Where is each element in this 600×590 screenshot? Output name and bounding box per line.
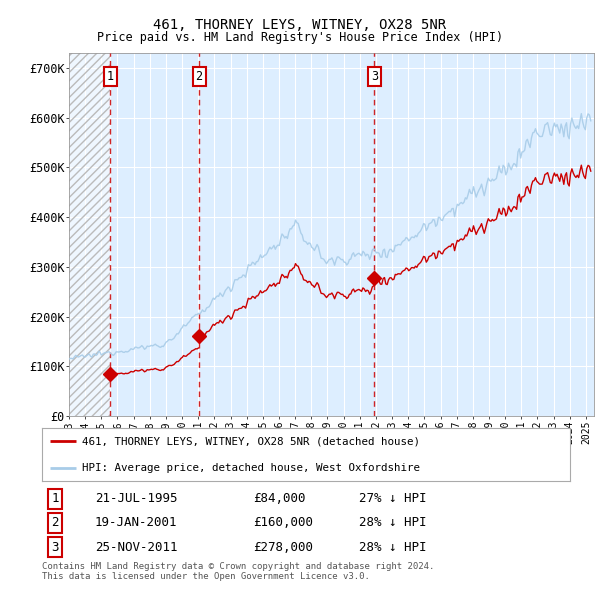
Text: 21-JUL-1995: 21-JUL-1995	[95, 492, 178, 505]
Text: 2: 2	[52, 516, 59, 529]
Text: 3: 3	[371, 70, 378, 83]
Text: 1: 1	[107, 70, 114, 83]
Text: £84,000: £84,000	[253, 492, 306, 505]
Text: 461, THORNEY LEYS, WITNEY, OX28 5NR (detached house): 461, THORNEY LEYS, WITNEY, OX28 5NR (det…	[82, 436, 419, 446]
Text: 28% ↓ HPI: 28% ↓ HPI	[359, 516, 426, 529]
Text: Contains HM Land Registry data © Crown copyright and database right 2024.: Contains HM Land Registry data © Crown c…	[42, 562, 434, 571]
Text: 2: 2	[196, 70, 203, 83]
Text: £160,000: £160,000	[253, 516, 313, 529]
Text: 28% ↓ HPI: 28% ↓ HPI	[359, 541, 426, 554]
Text: Price paid vs. HM Land Registry's House Price Index (HPI): Price paid vs. HM Land Registry's House …	[97, 31, 503, 44]
Text: 1: 1	[52, 492, 59, 505]
Text: 3: 3	[52, 541, 59, 554]
Text: HPI: Average price, detached house, West Oxfordshire: HPI: Average price, detached house, West…	[82, 463, 419, 473]
Text: 461, THORNEY LEYS, WITNEY, OX28 5NR: 461, THORNEY LEYS, WITNEY, OX28 5NR	[154, 18, 446, 32]
Text: 27% ↓ HPI: 27% ↓ HPI	[359, 492, 426, 505]
Text: 19-JAN-2001: 19-JAN-2001	[95, 516, 178, 529]
Text: This data is licensed under the Open Government Licence v3.0.: This data is licensed under the Open Gov…	[42, 572, 370, 581]
Text: 25-NOV-2011: 25-NOV-2011	[95, 541, 178, 554]
Text: £278,000: £278,000	[253, 541, 313, 554]
